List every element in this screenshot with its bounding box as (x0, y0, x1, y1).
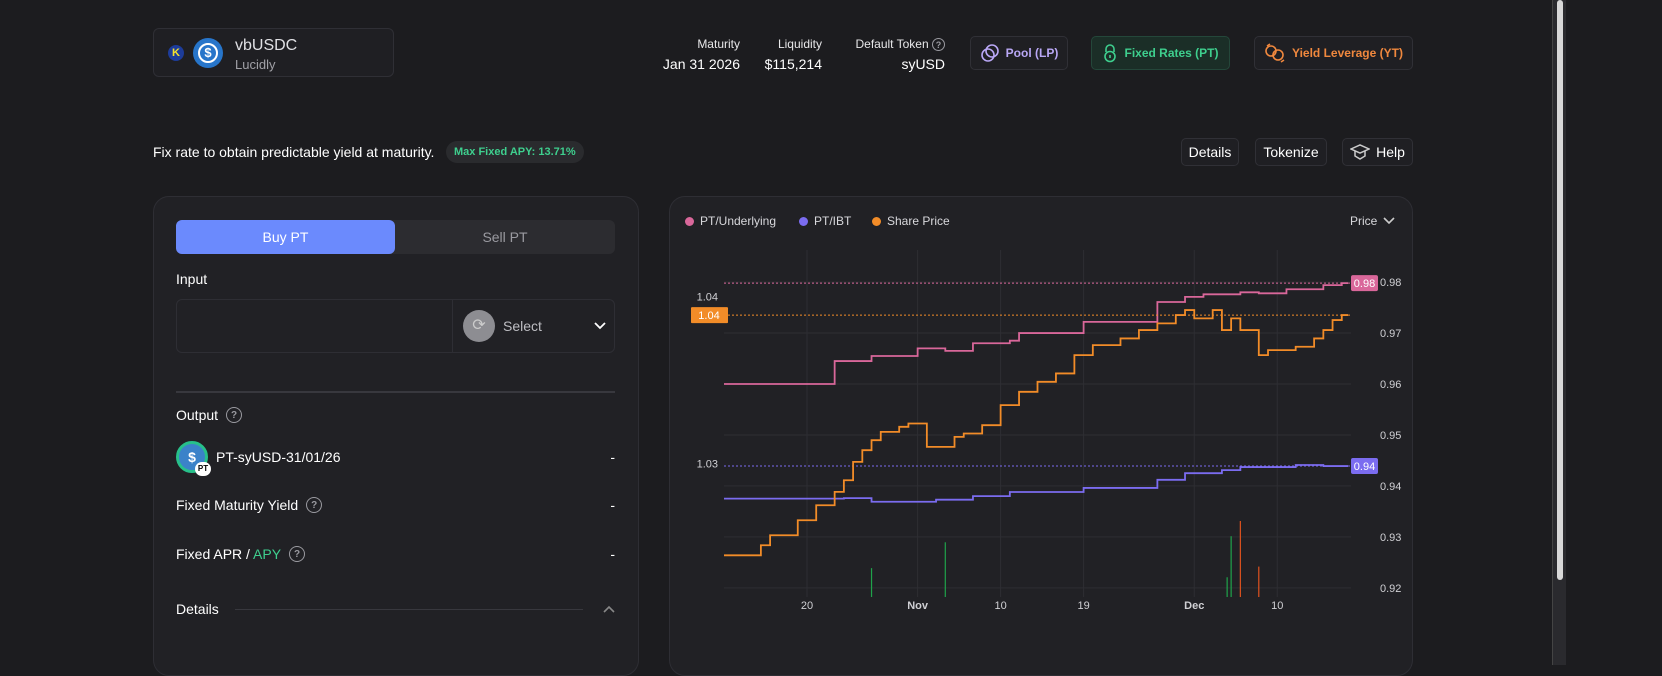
pool-icon (980, 44, 999, 62)
chevron-down-icon (594, 322, 606, 330)
right-axis-tick: 0.92 (1380, 583, 1401, 595)
page-description: Fix rate to obtain predictable yield at … (153, 144, 435, 160)
right-axis-tick: 0.97 (1380, 328, 1401, 340)
price-chart[interactable]: 0.98 0.97 0.96 0.95 0.94 0.93 0.92 20 Nov 10 19 Dec… (669, 240, 1413, 627)
chevron-up-icon (603, 605, 615, 613)
mode-pool-button[interactable]: Pool (LP) (970, 36, 1068, 70)
stat-liquidity: Liquidity $115,214 (764, 37, 822, 72)
legend-dot (685, 216, 694, 226)
legend-pt-underlying[interactable]: PT/Underlying (685, 214, 776, 228)
scrollbar[interactable] (1552, 0, 1566, 665)
last-value-tag (691, 307, 728, 324)
trade-tabs: Buy PT Sell PT (176, 220, 615, 254)
pt-token-icon: $ PT (176, 441, 211, 476)
fixed-maturity-yield-row: Fixed Maturity Yield? - (176, 497, 615, 513)
right-axis-tick: 0.98 (1380, 277, 1401, 289)
series-line-share-price (724, 309, 1348, 557)
help-button[interactable]: Help (1342, 138, 1413, 166)
x-axis-tick: 20 (801, 600, 813, 612)
output-value: - (610, 449, 615, 465)
right-axis-tick: 0.96 (1380, 379, 1401, 391)
trade-panel: Buy PT Sell PT Input ⟳ Select Output? $ P… (153, 196, 639, 676)
chevron-down-icon (1383, 217, 1395, 225)
last-value-label: 0.94 (1354, 461, 1375, 473)
legend-dot (799, 216, 808, 226)
output-label: Output? (176, 407, 243, 423)
max-apy-badge: Max Fixed APY: 13.71% (446, 141, 584, 163)
last-value-label: 1.04 (698, 310, 719, 322)
tokenize-button[interactable]: Tokenize (1255, 138, 1327, 166)
stat-default-token: Default Token ? syUSD (855, 37, 945, 73)
series-line-pt-ibt (724, 464, 1348, 503)
leverage-icon (1265, 43, 1285, 63)
stat-maturity: Maturity Jan 31 2026 (662, 37, 740, 72)
amount-input[interactable] (177, 300, 451, 352)
input-box: ⟳ Select (176, 299, 615, 353)
legend-dot (872, 216, 881, 226)
left-axis-tick: 1.04 (697, 292, 718, 304)
output-token-row: $ PT PT-syUSD-31/01/26 - (176, 441, 615, 476)
left-axis-tick: 1.03 (697, 459, 718, 471)
last-value-tag (1351, 458, 1378, 475)
token-placeholder-icon: ⟳ (463, 310, 495, 342)
output-token-name: PT-syUSD-31/01/26 (216, 449, 341, 465)
right-axis-tick: 0.95 (1380, 430, 1401, 442)
last-value-tag (1351, 275, 1378, 292)
token-select[interactable]: ⟳ Select (452, 300, 615, 352)
fixed-apr-row: Fixed APR / APY? - (176, 546, 615, 562)
series-line-pt-underlying (724, 282, 1348, 385)
protocol-name: Lucidly (235, 57, 276, 72)
mode-fixed-rates-button[interactable]: Fixed Rates (PT) (1091, 36, 1230, 70)
lucidly-logo-icon: K (168, 45, 184, 61)
tab-sell-pt[interactable]: Sell PT (482, 229, 528, 245)
x-axis-tick: 19 (1077, 600, 1089, 612)
help-icon[interactable]: ? (226, 407, 243, 423)
x-axis-tick: Dec (1184, 600, 1204, 612)
legend-pt-ibt[interactable]: PT/IBT (799, 214, 851, 228)
graduation-cap-icon (1350, 144, 1371, 160)
chart-view-select[interactable]: Price (1350, 214, 1395, 228)
token-select-label: Select (503, 318, 542, 334)
market-card[interactable]: K $ vbUSDC Lucidly (153, 28, 394, 77)
legend-share-price[interactable]: Share Price (872, 214, 950, 228)
help-icon[interactable]: ? (932, 38, 945, 52)
right-axis-tick: 0.94 (1380, 481, 1401, 493)
x-axis-tick: 10 (994, 600, 1006, 612)
last-value-label: 0.98 (1354, 278, 1375, 290)
token-name: vbUSDC (235, 37, 298, 54)
mode-yield-leverage-button[interactable]: Yield Leverage (YT) (1254, 36, 1413, 70)
divider (176, 391, 615, 393)
details-toggle[interactable]: Details (176, 601, 615, 617)
help-icon[interactable]: ? (289, 546, 306, 562)
x-axis-tick: 10 (1271, 600, 1283, 612)
chart-panel (669, 196, 1413, 676)
lock-icon (1104, 44, 1117, 63)
help-icon[interactable]: ? (306, 497, 323, 513)
input-label: Input (176, 271, 208, 287)
x-axis-tick: Nov (907, 600, 929, 612)
details-button[interactable]: Details (1181, 138, 1239, 166)
right-axis-tick: 0.93 (1380, 532, 1401, 544)
usdc-icon: $ (193, 38, 223, 68)
tab-buy-pt[interactable]: Buy PT (176, 220, 395, 254)
